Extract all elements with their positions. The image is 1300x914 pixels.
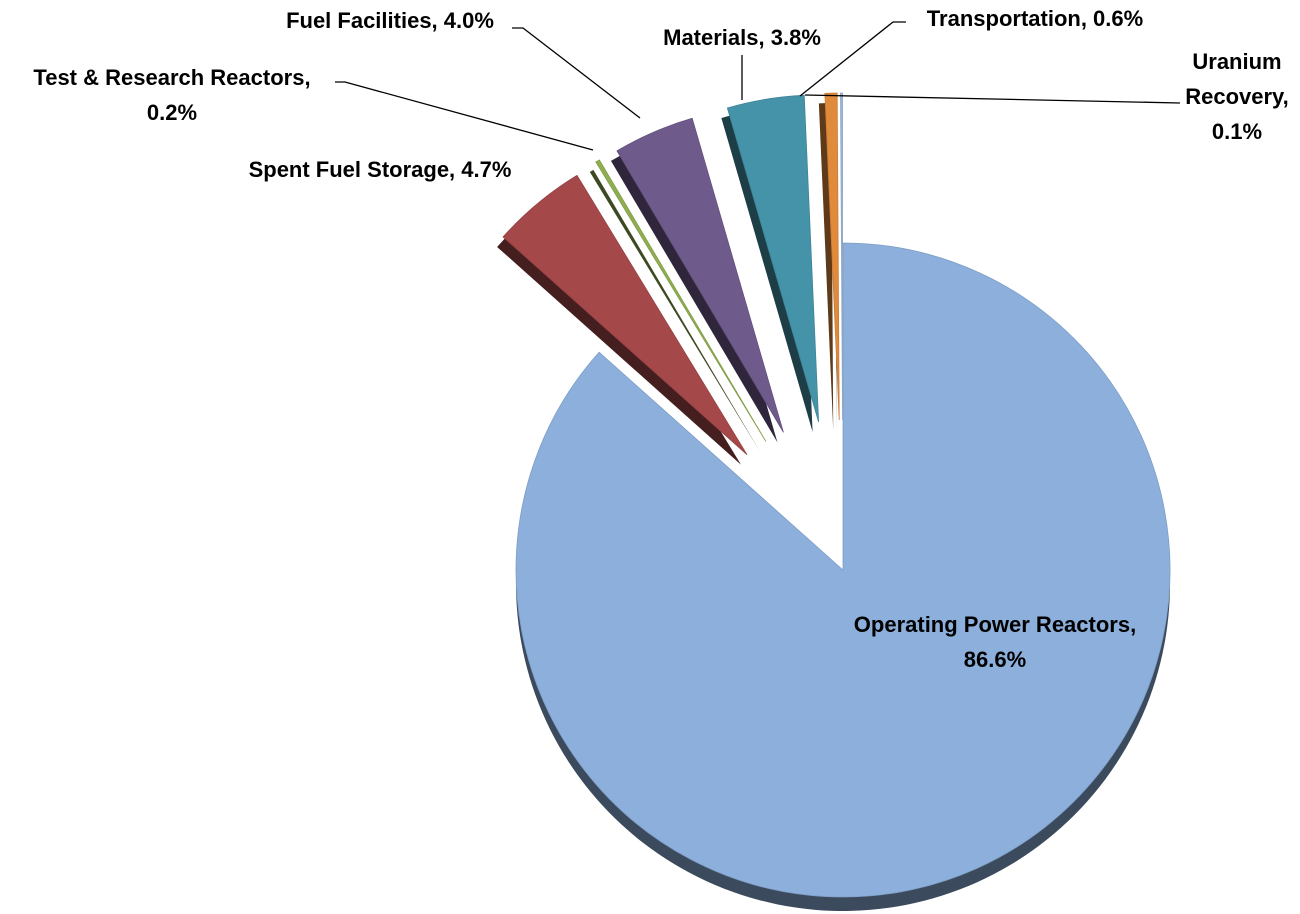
slice [824, 92, 840, 421]
data-label: Test & Research Reactors, 0.2% [33, 65, 311, 125]
leader-line [804, 94, 1181, 104]
data-label: Operating Power Reactors, 86.6% [853, 612, 1137, 672]
data-label: Fuel Facilities, 4.0% [286, 8, 494, 33]
slice [502, 174, 748, 456]
slice-side [589, 169, 760, 452]
slices [497, 92, 1171, 911]
slice [515, 242, 1171, 898]
data-label: Spent Fuel Storage, 4.7% [248, 157, 512, 182]
data-label: Transportation, 0.6% [926, 6, 1144, 31]
slice [616, 117, 784, 433]
leader-line [799, 21, 906, 97]
data-label: Materials, 3.8% [663, 25, 821, 50]
slice [595, 159, 767, 442]
slice [840, 92, 843, 421]
leader-line [512, 27, 641, 119]
slice [726, 94, 820, 423]
leader-line [335, 81, 594, 151]
data-label: Uranium Recovery, 0.1% [1185, 49, 1289, 144]
